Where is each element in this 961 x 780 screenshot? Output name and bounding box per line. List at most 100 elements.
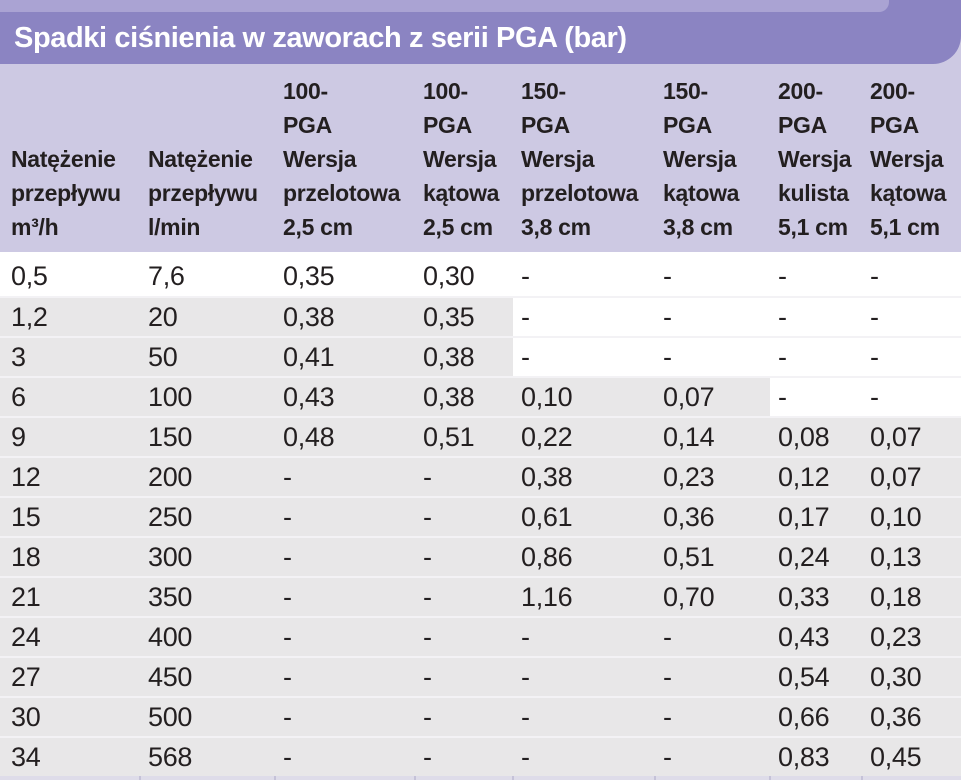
table-cell: - bbox=[655, 616, 770, 656]
table-cell: - bbox=[415, 616, 513, 656]
column-header-line: 2,5 cm bbox=[423, 214, 493, 240]
table-cell: 0,08 bbox=[770, 416, 862, 456]
column-header-150-pga-katowa: 150- PGA Wersja kątowa 3,8 cm bbox=[655, 64, 770, 252]
column-header-line: PGA bbox=[283, 112, 332, 138]
table-cell: - bbox=[655, 296, 770, 336]
column-header-line: 150- bbox=[663, 78, 708, 104]
table-row: 18 300- -0,86 0,51 0,24 0,13 bbox=[0, 536, 961, 576]
bottom-strip-decoration bbox=[0, 776, 961, 780]
column-header-line: Wersja bbox=[521, 146, 595, 172]
table-cell: - bbox=[770, 376, 862, 416]
column-header-line: 3,8 cm bbox=[521, 214, 591, 240]
column-header-line: l/min bbox=[148, 214, 201, 240]
table-row: 15 250- -0,61 0,36 0,17 0,10 bbox=[0, 496, 961, 536]
column-header-line: 5,1 cm bbox=[870, 214, 940, 240]
table-cell: 6 bbox=[0, 376, 140, 416]
table-cell: - bbox=[655, 696, 770, 736]
table-cell: - bbox=[513, 696, 655, 736]
table-cell: 0,51 bbox=[415, 416, 513, 456]
column-header-line: Wersja bbox=[663, 146, 737, 172]
table-cell: 300 bbox=[140, 536, 275, 576]
table-cell: 20 bbox=[140, 296, 275, 336]
column-header-line: 5,1 cm bbox=[778, 214, 848, 240]
column-header-line: przepływu bbox=[11, 180, 121, 206]
column-header-100-pga-katowa: 100- PGA Wersja kątowa 2,5 cm bbox=[415, 64, 513, 252]
table-cell: 0,5 bbox=[0, 256, 140, 296]
column-boundary-tick bbox=[139, 776, 141, 780]
table-cell: 1,16 bbox=[513, 576, 655, 616]
table-cell: - bbox=[513, 616, 655, 656]
table-cell: - bbox=[415, 536, 513, 576]
table-cell: - bbox=[415, 736, 513, 776]
table-row: 3 50 0,41 0,38- - - - bbox=[0, 336, 961, 376]
column-header-line: Wersja bbox=[778, 146, 852, 172]
table-row: 9 150 0,48 0,51 0,22 0,14 0,08 0,07 bbox=[0, 416, 961, 456]
table-cell: 250 bbox=[140, 496, 275, 536]
table-row: 24 400- - - -0,43 0,23 bbox=[0, 616, 961, 656]
table-cell: 0,51 bbox=[655, 536, 770, 576]
column-header-line: 2,5 cm bbox=[283, 214, 353, 240]
column-boundary-tick bbox=[769, 776, 771, 780]
column-header-line: m³/h bbox=[11, 214, 59, 240]
table-cell: - bbox=[415, 496, 513, 536]
table-cell: 568 bbox=[140, 736, 275, 776]
column-boundary-tick bbox=[654, 776, 656, 780]
column-header-line: przelotowa bbox=[521, 180, 639, 206]
column-boundary-tick bbox=[274, 776, 276, 780]
column-header-line: kulista bbox=[778, 180, 849, 206]
table-cell: - bbox=[275, 456, 415, 496]
column-header-line: Wersja bbox=[283, 146, 357, 172]
column-header-200-pga-kulista: 200- PGA Wersja kulista 5,1 cm bbox=[770, 64, 862, 252]
table-row: 27 450- - - -0,54 0,30 bbox=[0, 656, 961, 696]
table-cell: - bbox=[513, 336, 655, 376]
table-cell: 0,12 bbox=[770, 456, 862, 496]
column-header-flow-lmin: Natężenie przepływu l/min bbox=[140, 64, 275, 252]
table-cell: 0,14 bbox=[655, 416, 770, 456]
table-cell: - bbox=[862, 376, 961, 416]
column-boundary-tick bbox=[861, 776, 863, 780]
table-cell: 0,24 bbox=[770, 536, 862, 576]
table-row: 30 500- - - -0,66 0,36 bbox=[0, 696, 961, 736]
column-header-line: przelotowa bbox=[283, 180, 401, 206]
table-cell: 12 bbox=[0, 456, 140, 496]
table-cell: 0,36 bbox=[862, 696, 961, 736]
table-cell: - bbox=[655, 736, 770, 776]
column-header-line: Wersja bbox=[423, 146, 497, 172]
table-cell: - bbox=[655, 656, 770, 696]
table-cell: 350 bbox=[140, 576, 275, 616]
column-header-line: 100- bbox=[283, 78, 328, 104]
table-cell: - bbox=[513, 296, 655, 336]
table-cell: 0,33 bbox=[770, 576, 862, 616]
column-boundary-tick bbox=[414, 776, 416, 780]
table-cell: - bbox=[275, 496, 415, 536]
table-cell: 0,22 bbox=[513, 416, 655, 456]
table-cell: 21 bbox=[0, 576, 140, 616]
column-boundary-tick bbox=[512, 776, 514, 780]
page-title: Spadki ciśnienia w zaworach z serii PGA … bbox=[14, 21, 627, 54]
table-cell: - bbox=[415, 656, 513, 696]
column-header-line: 200- bbox=[870, 78, 915, 104]
table-cell: - bbox=[862, 336, 961, 376]
table-cell: 9 bbox=[0, 416, 140, 456]
table-cell: 0,38 bbox=[275, 296, 415, 336]
column-header-line: 150- bbox=[521, 78, 566, 104]
table-cell: 0,66 bbox=[770, 696, 862, 736]
table-cell: 0,17 bbox=[770, 496, 862, 536]
table-cell: 7,6 bbox=[140, 256, 275, 296]
column-header-line: Natężenie bbox=[11, 146, 116, 172]
column-header-line: przepływu bbox=[148, 180, 258, 206]
table-cell: - bbox=[513, 256, 655, 296]
table-cell: - bbox=[655, 336, 770, 376]
table-cell: 0,41 bbox=[275, 336, 415, 376]
table-row: 0,5 7,6 0,35 0,30- - - - bbox=[0, 256, 961, 296]
table-cell: - bbox=[770, 256, 862, 296]
column-header-line: PGA bbox=[521, 112, 570, 138]
table-cell: 0,07 bbox=[655, 376, 770, 416]
table-cell: 0,07 bbox=[862, 416, 961, 456]
table-row: 34 568- - - -0,83 0,45 bbox=[0, 736, 961, 776]
column-header-flow-m3h: Natężenie przepływu m³/h bbox=[0, 64, 140, 252]
table-cell: 0,35 bbox=[275, 256, 415, 296]
table-cell: - bbox=[275, 656, 415, 696]
table-cell: - bbox=[513, 736, 655, 776]
